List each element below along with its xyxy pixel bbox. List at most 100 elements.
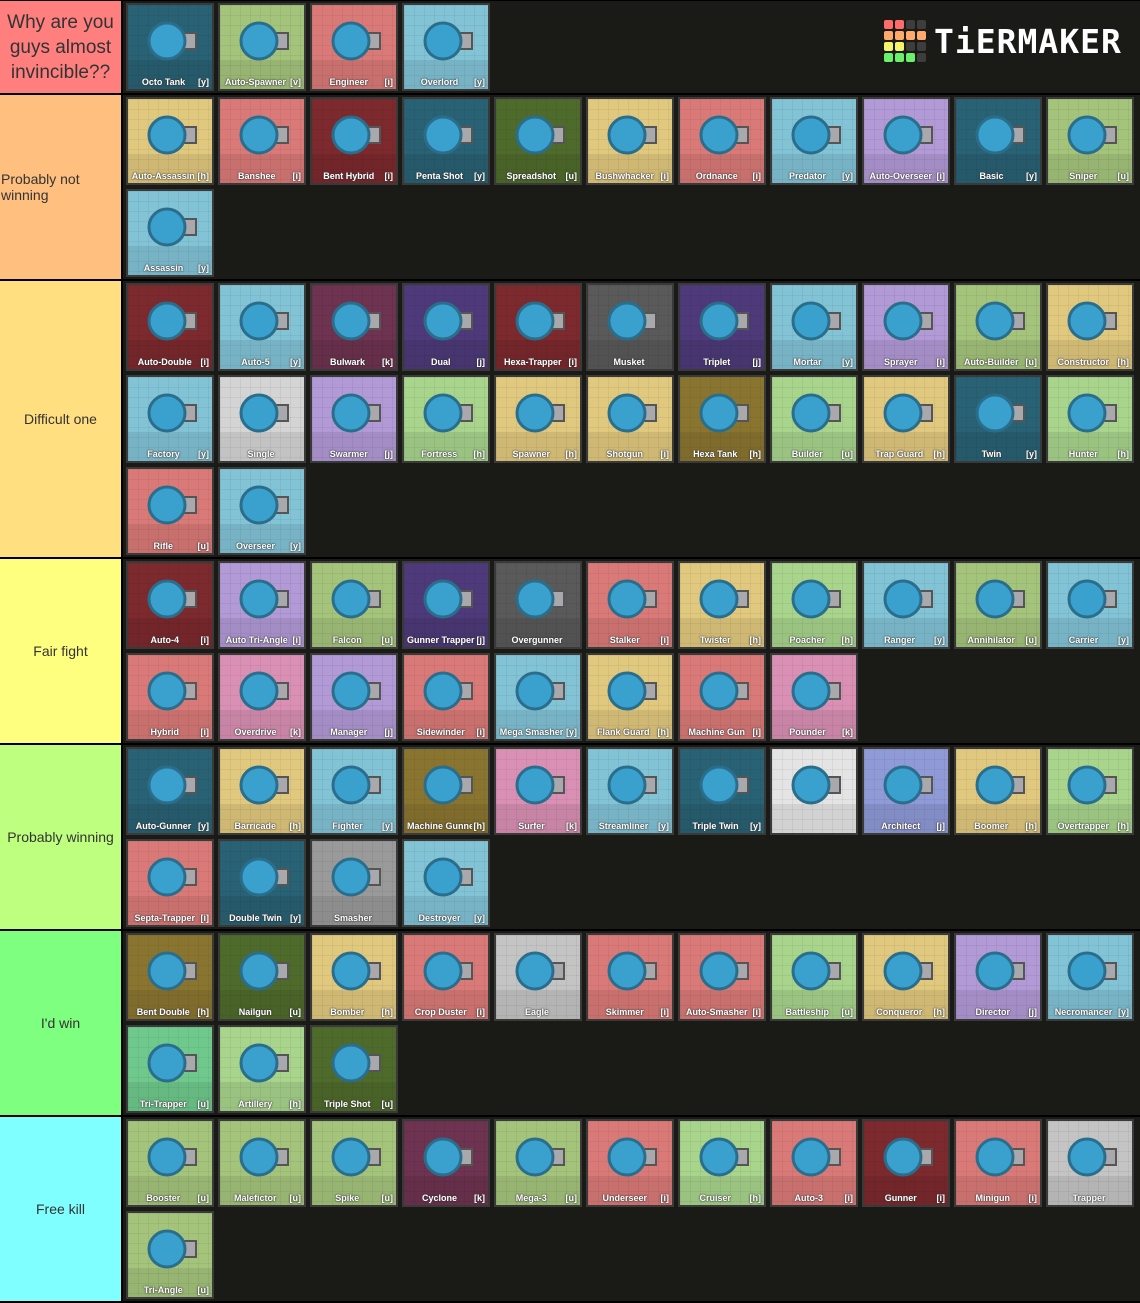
tank-card[interactable]: Trap Guard [h] — [862, 375, 950, 463]
tank-card[interactable]: Minigun [i] — [954, 1119, 1042, 1207]
tank-card[interactable]: Nailgun [u] — [218, 933, 306, 1021]
tank-card[interactable]: Mega-3 [u] — [494, 1119, 582, 1207]
tank-card[interactable]: Crop Duster [i] — [402, 933, 490, 1021]
tier-label[interactable]: Fair fight — [0, 559, 123, 743]
tank-card[interactable]: Hexa Tank [h] — [678, 375, 766, 463]
tank-card[interactable]: Builder [u] — [770, 375, 858, 463]
tank-card[interactable]: Stalker [i] — [586, 561, 674, 649]
tank-card[interactable]: Bent Double [h] — [126, 933, 214, 1021]
tier-label[interactable]: Difficult one — [0, 281, 123, 557]
tank-card[interactable]: Basic [y] — [954, 97, 1042, 185]
tank-card[interactable]: Malefictor [u] — [218, 1119, 306, 1207]
tank-card[interactable]: Auto-4 [i] — [126, 561, 214, 649]
tank-card[interactable]: Auto-Gunner [y] — [126, 747, 214, 835]
tank-card[interactable]: Cruiser [h] — [678, 1119, 766, 1207]
tank-card[interactable]: Pounder [k] — [770, 653, 858, 741]
tank-card[interactable]: Machine Gunner [h] — [402, 747, 490, 835]
tank-card[interactable]: Auto Tri-Angle [i] — [218, 561, 306, 649]
tank-card[interactable]: Surfer [k] — [494, 747, 582, 835]
tank-card[interactable]: Barricade [h] — [218, 747, 306, 835]
tank-card[interactable]: Smasher — [310, 839, 398, 927]
tank-card[interactable]: Tri-Angle [u] — [126, 1211, 214, 1299]
tank-card[interactable]: Cyclone [k] — [402, 1119, 490, 1207]
tank-card[interactable]: Ordnance [i] — [678, 97, 766, 185]
tank-card[interactable]: Hexa-Trapper [i] — [494, 283, 582, 371]
tank-card[interactable]: Annihilator [u] — [954, 561, 1042, 649]
tank-card[interactable]: Artillery [h] — [218, 1025, 306, 1113]
tank-card[interactable]: Octo Tank [y] — [126, 3, 214, 91]
tank-card[interactable]: Architect [j] — [862, 747, 950, 835]
tank-card[interactable]: Flank Guard [h] — [586, 653, 674, 741]
tank-card[interactable]: Poacher [h] — [770, 561, 858, 649]
tank-card[interactable]: Single — [218, 375, 306, 463]
tank-card[interactable]: Ranger [y] — [862, 561, 950, 649]
tank-card[interactable]: Gunner Trapper [j] — [402, 561, 490, 649]
tank-card[interactable]: Sidewinder [i] — [402, 653, 490, 741]
tank-card[interactable]: Double Twin [y] — [218, 839, 306, 927]
tank-card[interactable]: Sprayer [i] — [862, 283, 950, 371]
tank-card[interactable]: Mega Smasher [y] — [494, 653, 582, 741]
tank-card[interactable]: Bomber [h] — [310, 933, 398, 1021]
tank-card[interactable]: Auto-Overseer [i] — [862, 97, 950, 185]
tank-card[interactable]: Musket — [586, 283, 674, 371]
tank-card[interactable]: Auto-Double [i] — [126, 283, 214, 371]
tank-card[interactable]: Overdrive [k] — [218, 653, 306, 741]
tank-card[interactable]: Fortress [h] — [402, 375, 490, 463]
tank-card[interactable]: Overseer [y] — [218, 467, 306, 555]
tank-card[interactable]: Rifle [u] — [126, 467, 214, 555]
tier-label[interactable]: Free kill — [0, 1117, 123, 1301]
tank-card[interactable]: Swarmer [j] — [310, 375, 398, 463]
tank-card[interactable]: Fighter [y] — [310, 747, 398, 835]
tier-label[interactable]: Probably winning — [0, 745, 123, 929]
tank-card[interactable]: Twin [y] — [954, 375, 1042, 463]
tank-card[interactable]: Auto-Spawner [v] — [218, 3, 306, 91]
tank-card[interactable]: Hybrid [i] — [126, 653, 214, 741]
tank-card[interactable]: Auto-5 [y] — [218, 283, 306, 371]
tank-card[interactable]: Director [j] — [954, 933, 1042, 1021]
tank-card[interactable]: Spawner [h] — [494, 375, 582, 463]
tank-card[interactable]: Auto-Builder [u] — [954, 283, 1042, 371]
tank-card[interactable]: Destroyer [y] — [402, 839, 490, 927]
tank-card[interactable]: Factory [y] — [126, 375, 214, 463]
tank-card[interactable]: Assassin [y] — [126, 189, 214, 277]
tank-card[interactable]: Predator [y] — [770, 97, 858, 185]
tank-card[interactable]: Manager [j] — [310, 653, 398, 741]
tank-card[interactable]: Necromancer [y] — [1046, 933, 1134, 1021]
tank-card[interactable]: Septa-Trapper [i] — [126, 839, 214, 927]
tank-card[interactable]: Conqueror [h] — [862, 933, 950, 1021]
tank-card[interactable]: Auto-Assassin [h] — [126, 97, 214, 185]
tank-card[interactable]: Booster [u] — [126, 1119, 214, 1207]
tier-label[interactable]: Probably not winning — [0, 95, 123, 279]
tank-card[interactable]: Dual [j] — [402, 283, 490, 371]
tank-card[interactable]: Bulwark [k] — [310, 283, 398, 371]
tank-card[interactable]: Triple Twin [y] — [678, 747, 766, 835]
tank-card[interactable]: Banshee [i] — [218, 97, 306, 185]
tank-card[interactable]: Gunner [i] — [862, 1119, 950, 1207]
tank-card[interactable]: Constructor [h] — [1046, 283, 1134, 371]
tank-card[interactable]: Mortar [y] — [770, 283, 858, 371]
tank-card[interactable]: Triple Shot [u] — [310, 1025, 398, 1113]
tank-card[interactable]: Shotgun [i] — [586, 375, 674, 463]
tank-card[interactable]: Falcon [u] — [310, 561, 398, 649]
tank-card[interactable]: Auto-Smasher [i] — [678, 933, 766, 1021]
tank-card[interactable]: Tri-Trapper [u] — [126, 1025, 214, 1113]
tank-card[interactable]: Skimmer [i] — [586, 933, 674, 1021]
tank-card[interactable]: Bushwhacker [i] — [586, 97, 674, 185]
tank-card[interactable]: Battleship [u] — [770, 933, 858, 1021]
tank-card[interactable]: Bent Hybrid [i] — [310, 97, 398, 185]
tank-card[interactable]: Eagle — [494, 933, 582, 1021]
tank-card[interactable]: Penta Shot [y] — [402, 97, 490, 185]
tank-card[interactable]: Boomer [h] — [954, 747, 1042, 835]
tank-card[interactable]: Streamliner [y] — [586, 747, 674, 835]
tank-card[interactable]: Overlord [y] — [402, 3, 490, 91]
tank-card[interactable]: Auto-3 [i] — [770, 1119, 858, 1207]
tank-card[interactable]: Overgunner — [494, 561, 582, 649]
tank-card[interactable]: Engineer [i] — [310, 3, 398, 91]
tank-card[interactable]: Twister [h] — [678, 561, 766, 649]
tier-label[interactable]: I'd win — [0, 931, 123, 1115]
tank-card[interactable]: Overtrapper [h] — [1046, 747, 1134, 835]
tank-card[interactable] — [770, 747, 858, 835]
tank-card[interactable]: Machine Gun [i] — [678, 653, 766, 741]
tank-card[interactable]: Carrier [y] — [1046, 561, 1134, 649]
tank-card[interactable]: Sniper [u] — [1046, 97, 1134, 185]
